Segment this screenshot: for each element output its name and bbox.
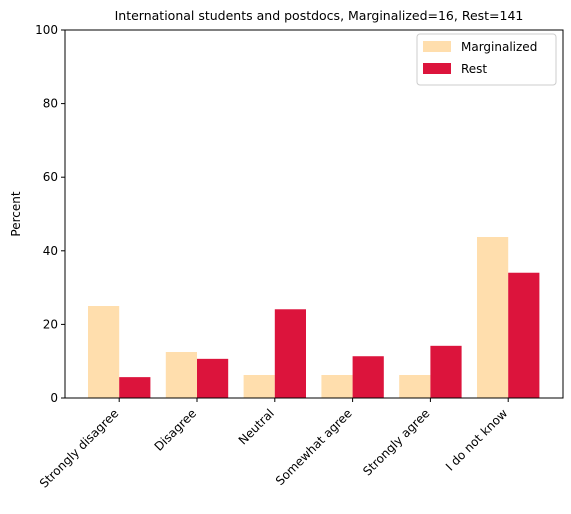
legend-swatch-rest	[423, 63, 451, 74]
bar-marginalized-2	[243, 375, 275, 398]
x-tick-label: Neutral	[236, 406, 277, 447]
bar-rest-4	[430, 345, 462, 398]
legend-label-marginalized: Marginalized	[461, 40, 537, 54]
y-tick-label: 0	[50, 391, 58, 405]
x-tick-label: Somewhat agree	[273, 406, 355, 488]
bar-rest-3	[352, 356, 384, 398]
bar-rest-1	[197, 358, 229, 398]
y-tick-label: 80	[43, 97, 58, 111]
y-tick-label: 20	[43, 317, 58, 331]
bar-marginalized-5	[477, 237, 509, 398]
y-tick-label: 60	[43, 170, 58, 184]
x-tick-label: I do not know	[443, 406, 511, 474]
legend: Marginalized Rest	[416, 33, 557, 86]
x-axis: Strongly disagree Disagree NeutralSomewhat…	[37, 398, 511, 491]
y-axis-title: Percent	[9, 191, 23, 236]
bar-marginalized-3	[321, 375, 353, 398]
y-tick-label: 100	[35, 23, 58, 37]
y-axis: 0 20 40 60 80 100	[35, 23, 65, 405]
x-tick-label: Disagree	[152, 406, 200, 454]
bar-rest-2	[274, 309, 306, 398]
plot-frame	[64, 29, 564, 399]
x-tick-label: Strongly agree	[360, 406, 432, 478]
x-tick-label: Strongly disagree	[37, 406, 121, 490]
legend-label-rest: Rest	[461, 62, 487, 76]
legend-swatch-marginalized	[423, 41, 451, 52]
bar-marginalized-4	[399, 375, 431, 398]
bar-rest-5	[508, 272, 540, 398]
bar-rest-0	[119, 377, 151, 398]
legend-box	[416, 33, 557, 86]
plot-area	[88, 237, 540, 398]
chart-title: International students and postdocs, Mar…	[115, 8, 524, 23]
y-tick-label: 40	[43, 244, 58, 258]
bar-marginalized-0	[88, 306, 120, 398]
bar-marginalized-1	[165, 352, 197, 398]
